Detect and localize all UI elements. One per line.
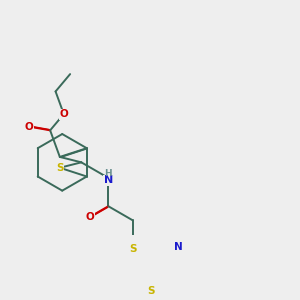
Text: S: S — [56, 163, 64, 173]
Text: N: N — [174, 242, 183, 252]
Text: O: O — [59, 109, 68, 119]
Text: S: S — [129, 244, 136, 254]
Text: H: H — [104, 169, 112, 178]
Text: S: S — [148, 286, 155, 296]
Text: N: N — [104, 175, 113, 185]
Text: O: O — [85, 212, 94, 222]
Text: O: O — [25, 122, 34, 132]
